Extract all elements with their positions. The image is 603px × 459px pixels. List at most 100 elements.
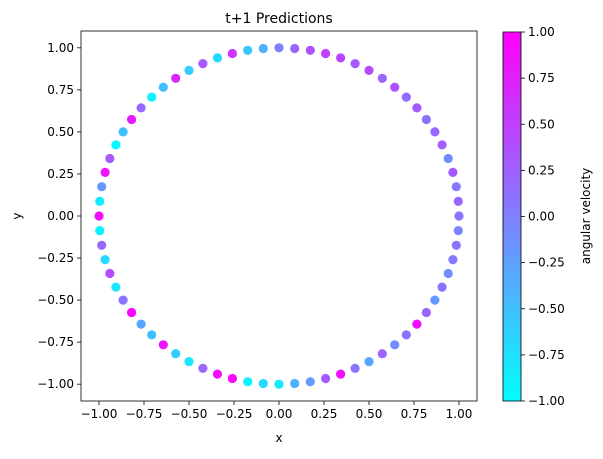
data-point (100, 167, 110, 177)
colorbar-tick-label: −0.25 (528, 256, 565, 270)
data-point (364, 65, 374, 75)
colorbar-tick-label: −1.00 (528, 394, 565, 408)
data-point (377, 349, 387, 359)
data-point (94, 211, 104, 221)
y-axis: −1.00 −0.75 −0.50 −0.25 0.00 0.25 0.50 0.75 1.00 (37, 41, 81, 391)
data-point (274, 379, 284, 389)
data-point (136, 103, 146, 113)
y-tick-label: 0.50 (47, 125, 74, 139)
colorbar-tick-label: 1.00 (528, 25, 555, 39)
data-point (97, 182, 107, 192)
data-point (430, 127, 440, 137)
x-tick-label: −1.00 (81, 407, 118, 421)
data-point (136, 319, 146, 329)
x-tick-label: −0.75 (126, 407, 163, 421)
data-point (111, 140, 121, 150)
data-point (95, 226, 105, 236)
data-point (97, 240, 107, 250)
colorbar (503, 32, 521, 401)
points-layer (94, 43, 464, 389)
x-tick-label: 0.25 (311, 407, 338, 421)
data-point (118, 295, 128, 305)
y-tick-label: 0.25 (47, 167, 74, 181)
data-point (401, 330, 411, 340)
data-point (321, 373, 331, 384)
data-point (212, 369, 222, 379)
data-point (243, 377, 253, 387)
data-point (437, 140, 447, 150)
data-point (258, 378, 268, 389)
y-tick-label: 0.00 (47, 209, 74, 223)
data-point (147, 330, 157, 340)
colorbar-label: angular velocity (579, 168, 593, 265)
data-point (258, 43, 268, 54)
colorbar-tick-label: 0.00 (528, 210, 555, 224)
data-point (105, 153, 115, 164)
data-point (127, 114, 137, 125)
data-point (336, 53, 346, 63)
data-point (437, 282, 447, 292)
x-tick-label: 0.50 (356, 407, 383, 421)
data-point (184, 65, 194, 75)
x-tick-label: 1.00 (446, 407, 473, 421)
data-point (454, 211, 464, 221)
y-tick-label: 0.75 (47, 83, 74, 97)
colorbar-tick-label: 0.25 (528, 163, 555, 177)
y-axis-label: y (10, 212, 24, 219)
colorbar-tick-label: −0.50 (528, 302, 565, 316)
data-point (401, 92, 411, 102)
data-point (158, 82, 168, 92)
data-point (118, 127, 128, 137)
data-point (171, 349, 181, 359)
data-point (443, 268, 453, 279)
data-point (453, 226, 463, 236)
x-tick-label: 0.75 (401, 407, 428, 421)
x-axis-label: x (275, 431, 282, 445)
data-point (158, 340, 168, 350)
colorbar-ticks: −1.00 −0.75 −0.50 −0.25 0.00 0.25 0.50 0.75 1.00 (521, 25, 565, 408)
data-point (100, 255, 110, 265)
chart-title: t+1 Predictions (225, 11, 332, 27)
y-tick-label: −0.75 (37, 335, 74, 349)
x-tick-label: −0.25 (216, 407, 253, 421)
data-point (321, 48, 331, 59)
data-point (443, 153, 453, 164)
data-point (448, 167, 458, 177)
data-point (212, 53, 222, 63)
data-point (243, 45, 253, 55)
data-point (227, 373, 237, 384)
data-point (305, 45, 315, 55)
data-point (430, 295, 440, 305)
data-point (147, 92, 157, 102)
data-point (127, 307, 137, 318)
x-tick-label: 0.00 (266, 407, 293, 421)
data-point (290, 43, 300, 54)
x-axis: −1.00 −0.75 −0.50 −0.25 0.00 0.25 0.50 0.75 1.00 (81, 401, 473, 421)
data-point (95, 196, 105, 206)
data-point (390, 82, 400, 92)
colorbar-tick-label: 0.50 (528, 117, 555, 131)
data-point (453, 196, 463, 206)
data-point (412, 319, 422, 329)
data-point (412, 103, 422, 113)
data-point (336, 369, 346, 379)
data-point (198, 59, 208, 69)
data-point (227, 48, 237, 59)
data-point (377, 73, 387, 83)
data-point (350, 59, 360, 69)
x-tick-label: −0.50 (171, 407, 208, 421)
data-point (448, 255, 458, 265)
data-point (171, 73, 181, 83)
y-tick-label: −0.25 (37, 251, 74, 265)
plot-frame (80, 30, 478, 402)
data-point (421, 307, 431, 318)
data-point (198, 363, 208, 373)
y-tick-label: −0.50 (37, 293, 74, 307)
y-tick-label: 1.00 (47, 41, 74, 55)
data-point (364, 357, 374, 367)
data-point (451, 240, 461, 250)
data-point (390, 340, 400, 350)
data-point (111, 282, 121, 292)
